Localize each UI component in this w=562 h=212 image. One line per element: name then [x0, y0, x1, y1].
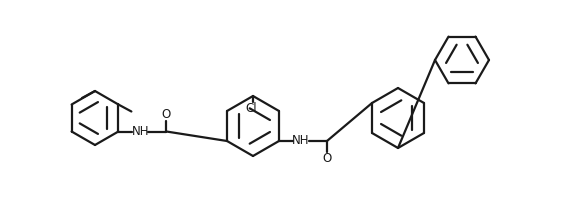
Text: NH: NH [132, 125, 149, 138]
Text: O: O [323, 152, 332, 165]
Text: NH: NH [292, 134, 310, 148]
Text: O: O [162, 108, 171, 121]
Text: Cl: Cl [245, 102, 257, 114]
